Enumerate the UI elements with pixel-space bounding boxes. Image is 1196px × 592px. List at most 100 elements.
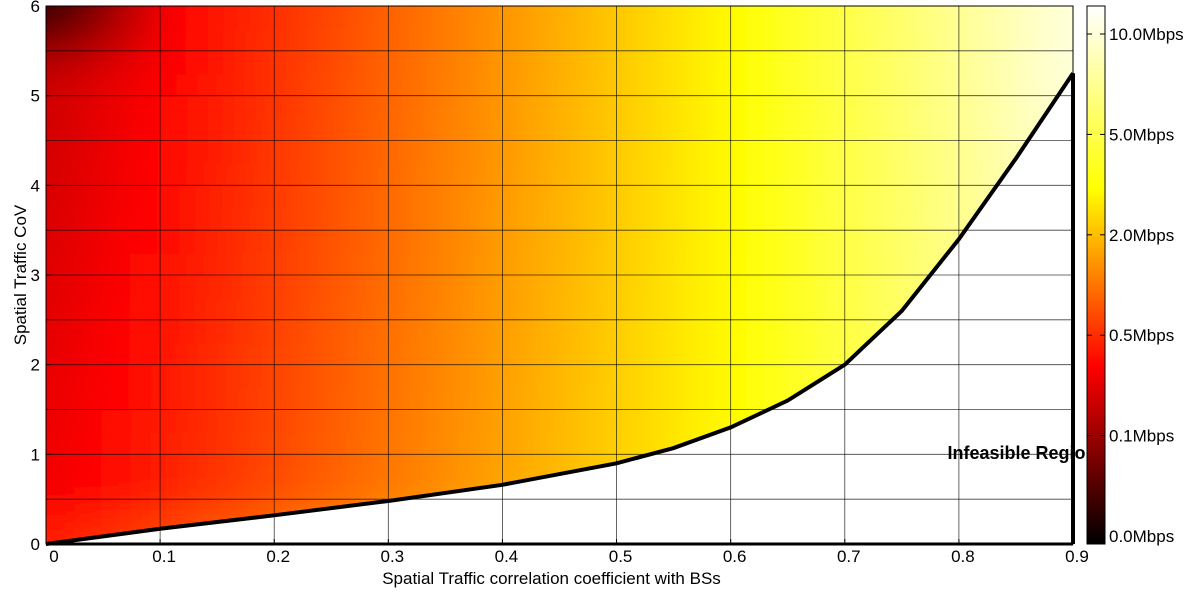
heat-cell xyxy=(445,95,475,120)
heat-cell xyxy=(274,162,304,187)
heat-cell xyxy=(531,544,561,567)
heat-cell xyxy=(588,185,618,209)
heat-cell xyxy=(844,319,875,344)
heat-cell xyxy=(160,409,190,433)
heat-cell xyxy=(245,275,276,299)
heat-cell xyxy=(331,364,361,389)
heat-cell xyxy=(759,297,789,321)
heat-cell xyxy=(759,118,789,142)
heat-cell xyxy=(588,252,618,276)
heat-cell xyxy=(331,409,361,433)
infeasible-region xyxy=(46,73,1073,544)
heat-cell xyxy=(246,566,276,589)
heat-cell xyxy=(103,118,133,142)
heat-cell xyxy=(844,6,875,30)
heat-cell xyxy=(131,185,162,209)
heat-cell xyxy=(759,95,789,120)
heat-cell xyxy=(588,342,618,366)
heat-cell xyxy=(245,297,276,321)
heat-cell xyxy=(787,185,818,209)
heat-cell xyxy=(473,431,504,456)
heat-cell xyxy=(473,118,504,142)
heat-cell xyxy=(417,544,447,567)
heat-cell xyxy=(359,275,390,299)
heat-cell xyxy=(359,28,390,52)
heat-cell xyxy=(530,409,561,433)
heat-cell xyxy=(388,252,418,276)
heat-cell xyxy=(530,95,561,120)
heat-cell xyxy=(302,387,333,411)
heat-cell xyxy=(0,477,18,500)
heat-cell xyxy=(103,544,133,567)
heat-cell xyxy=(103,499,133,523)
heat-cell xyxy=(131,73,162,97)
heat-cell xyxy=(958,162,989,187)
heat-cell xyxy=(445,28,475,52)
y-axis-label: Spatial Traffic CoV xyxy=(11,204,30,345)
heat-cell xyxy=(188,73,219,97)
heat-cell xyxy=(1102,566,1132,589)
heat-cell xyxy=(645,342,675,366)
heat-cell xyxy=(103,409,133,433)
heat-cell xyxy=(245,185,276,209)
heat-cell xyxy=(759,6,789,30)
heat-cell xyxy=(388,454,418,478)
heat-cell xyxy=(787,28,818,52)
heat-cell xyxy=(730,387,761,411)
heat-cell xyxy=(388,162,418,187)
heat-cell xyxy=(188,50,219,75)
heat-cell xyxy=(473,50,504,75)
heat-cell xyxy=(901,6,932,30)
heat-cell xyxy=(873,275,903,299)
heat-cell xyxy=(103,319,133,344)
heat-cell xyxy=(445,185,475,209)
heat-cell xyxy=(416,454,447,478)
heat-cell xyxy=(0,454,18,477)
heat-cell xyxy=(473,342,504,366)
heat-cell xyxy=(131,95,162,120)
heat-cell xyxy=(445,544,475,567)
heat-cell xyxy=(103,431,133,456)
x-tick-label: 0.7 xyxy=(837,547,861,566)
heat-cell xyxy=(502,387,532,411)
heat-cell xyxy=(530,297,561,321)
heat-cell xyxy=(673,275,704,299)
heat-cell xyxy=(388,28,418,52)
heat-cell xyxy=(530,454,561,478)
heat-cell xyxy=(46,50,76,75)
heat-cell xyxy=(502,185,532,209)
heat-cell xyxy=(730,162,761,187)
heat-cell xyxy=(388,342,418,366)
heat-cell xyxy=(46,319,76,344)
heat-cell xyxy=(560,544,590,567)
heat-cell xyxy=(645,6,675,30)
heat-cell xyxy=(416,6,447,30)
heat-cell xyxy=(46,431,76,456)
heat-cell xyxy=(1102,477,1132,500)
heat-cell xyxy=(731,566,761,589)
heat-cell xyxy=(103,6,133,30)
heat-cell xyxy=(359,431,390,456)
heat-cell xyxy=(217,73,247,97)
heat-cell xyxy=(46,409,47,433)
heat-cell xyxy=(844,28,875,52)
heat-cell xyxy=(901,95,932,120)
heat-cell xyxy=(873,162,903,187)
heat-cell xyxy=(103,454,133,478)
heat-cell xyxy=(730,185,761,209)
heat-cell xyxy=(388,319,418,344)
heat-cell xyxy=(502,364,532,389)
heat-cell xyxy=(645,95,675,120)
heat-cell xyxy=(188,28,219,52)
heat-cell xyxy=(673,95,704,120)
heat-cell xyxy=(901,230,932,254)
heat-cell xyxy=(588,364,618,389)
heat-cell xyxy=(873,28,903,52)
heat-cell xyxy=(160,50,190,75)
heat-cell xyxy=(188,118,219,142)
heat-cell xyxy=(245,95,276,120)
heat-cell xyxy=(46,185,76,209)
heat-cell xyxy=(388,230,418,254)
y-tick-label: 0 xyxy=(31,535,40,554)
heat-cell xyxy=(46,364,76,389)
